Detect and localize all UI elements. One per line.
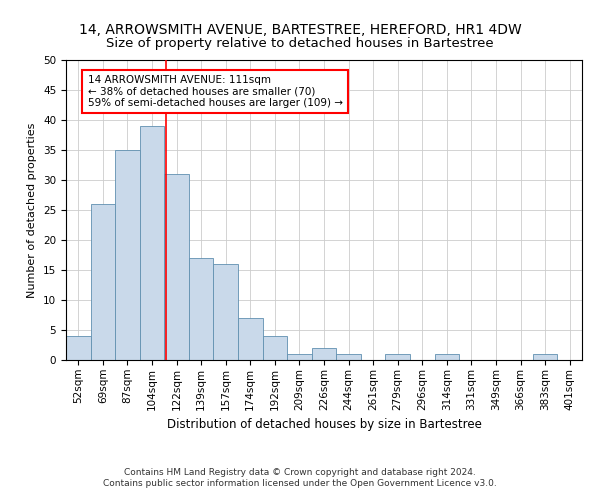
Bar	[385, 354, 410, 360]
Bar	[91, 204, 115, 360]
Text: Contains HM Land Registry data © Crown copyright and database right 2024.
Contai: Contains HM Land Registry data © Crown c…	[103, 468, 497, 487]
Bar	[189, 258, 214, 360]
Bar	[336, 354, 361, 360]
Bar	[434, 354, 459, 360]
Bar	[115, 150, 140, 360]
Bar	[66, 336, 91, 360]
Y-axis label: Number of detached properties: Number of detached properties	[28, 122, 37, 298]
Bar	[214, 264, 238, 360]
Bar	[263, 336, 287, 360]
X-axis label: Distribution of detached houses by size in Bartestree: Distribution of detached houses by size …	[167, 418, 481, 431]
Bar	[533, 354, 557, 360]
Text: 14, ARROWSMITH AVENUE, BARTESTREE, HEREFORD, HR1 4DW: 14, ARROWSMITH AVENUE, BARTESTREE, HEREF…	[79, 22, 521, 36]
Bar	[164, 174, 189, 360]
Bar	[238, 318, 263, 360]
Bar	[287, 354, 312, 360]
Text: Size of property relative to detached houses in Bartestree: Size of property relative to detached ho…	[106, 38, 494, 51]
Bar	[140, 126, 164, 360]
Text: 14 ARROWSMITH AVENUE: 111sqm
← 38% of detached houses are smaller (70)
59% of se: 14 ARROWSMITH AVENUE: 111sqm ← 38% of de…	[88, 75, 343, 108]
Bar	[312, 348, 336, 360]
